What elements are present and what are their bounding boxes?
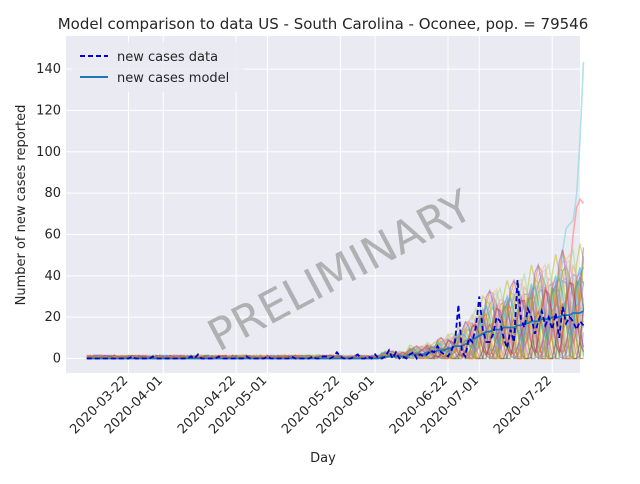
legend: new cases data new cases model	[72, 42, 244, 92]
y-tick-label: 0	[53, 352, 61, 367]
y-axis-label: Number of new cases reported	[14, 105, 29, 306]
y-tick-label: 40	[44, 269, 61, 284]
legend-box	[72, 42, 244, 92]
y-tick-label: 120	[36, 103, 61, 118]
y-tick-label: 60	[44, 227, 61, 242]
y-tick-label: 20	[44, 310, 61, 325]
x-axis-label: Day	[310, 451, 336, 466]
x-tick-label: 2020-07-22	[491, 373, 555, 437]
chart-title: Model comparison to data US - South Caro…	[58, 15, 589, 33]
series-line-new-cases-data	[86, 279, 585, 361]
y-tick-label: 80	[44, 186, 61, 201]
y-tick-label: 140	[36, 62, 61, 77]
legend-label-data: new cases data	[117, 50, 218, 65]
y-tick-label: 100	[36, 145, 61, 160]
model-run-line	[86, 278, 584, 360]
series-layer	[86, 279, 585, 361]
legend-label-model: new cases model	[117, 71, 229, 86]
